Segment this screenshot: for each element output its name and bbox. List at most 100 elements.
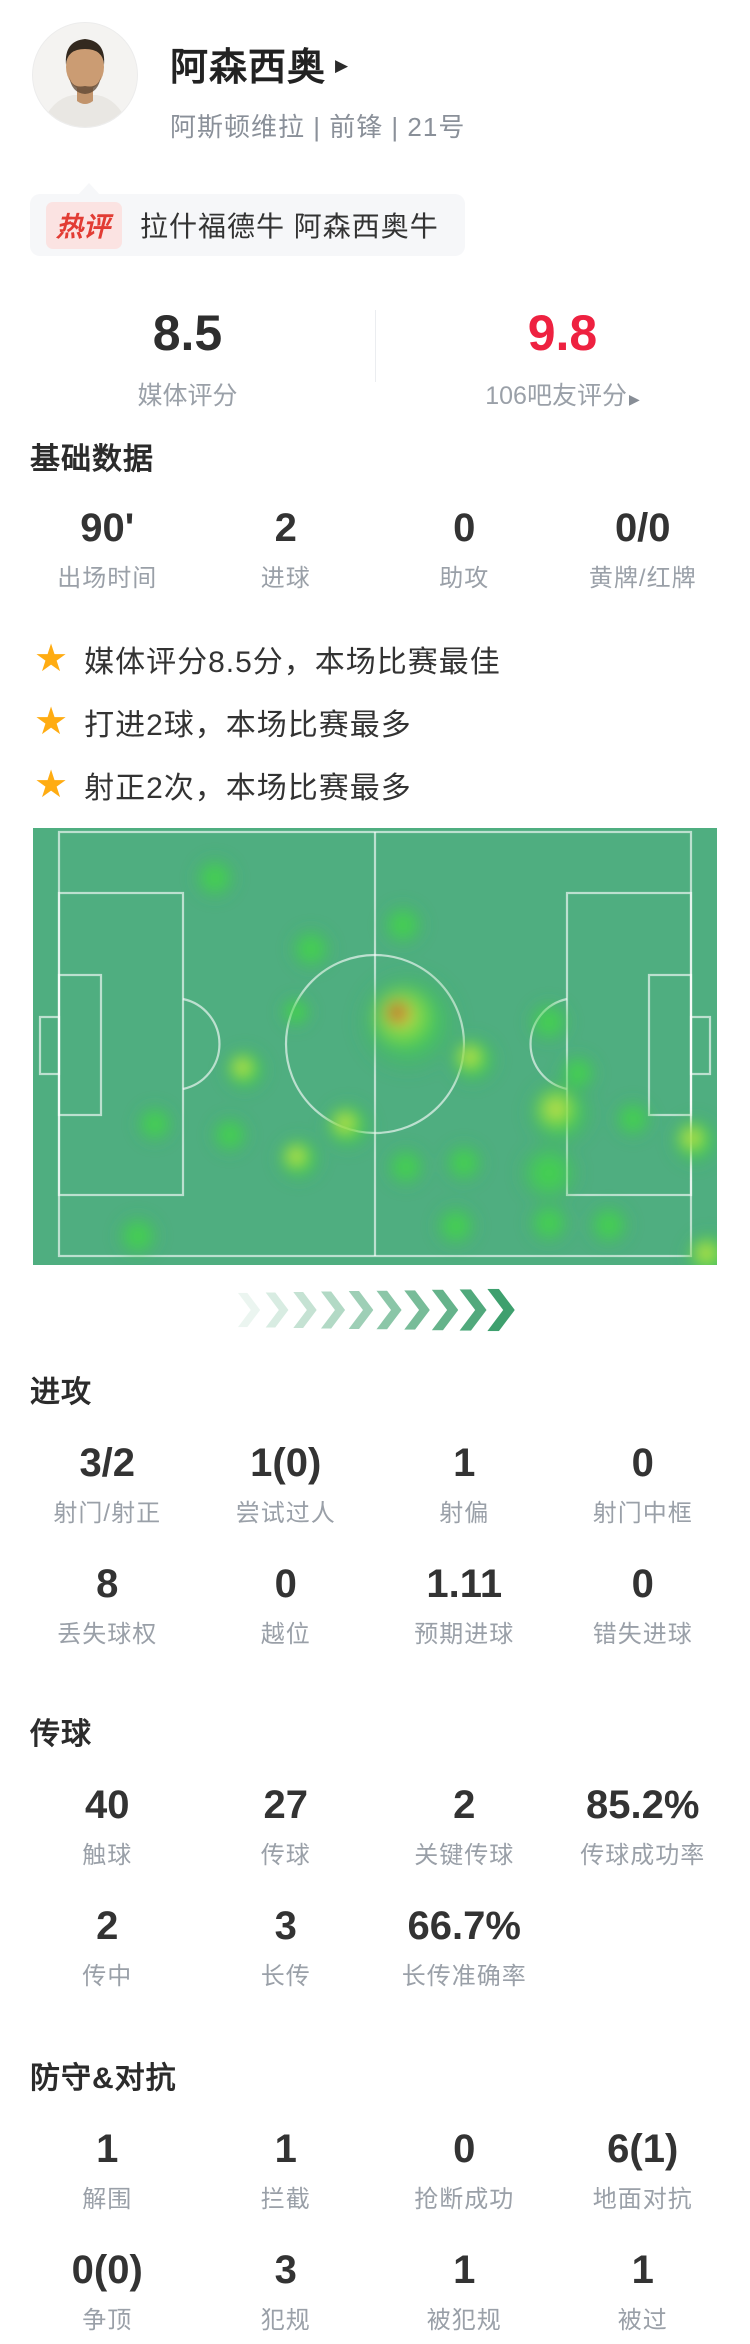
highlight-row: ★ 媒体评分8.5分，本场比赛最佳: [34, 639, 750, 679]
star-icon: ★: [34, 638, 69, 680]
header: 阿森西奥 ▶ 阿斯顿维拉 | 前锋 | 21号: [0, 0, 750, 144]
hot-comment-banner[interactable]: 热评 拉什福德牛 阿森西奥牛: [30, 183, 465, 256]
media-rating-value: 8.5: [152, 305, 223, 361]
chevron-right-icon: [404, 1290, 430, 1330]
stat-label: 黄牌/红牌: [588, 565, 697, 592]
chevron-right-icon: [376, 1290, 402, 1330]
fans-rating[interactable]: 9.8 106吧友评分 ▶: [375, 308, 750, 412]
stat-clearances: 1 解围: [18, 2127, 197, 2214]
stat-label: 被犯规: [426, 2307, 502, 2334]
stat-minutes: 90' 出场时间: [18, 506, 197, 593]
stat-label: 预期进球: [414, 1621, 515, 1648]
stat-assists: 0 助攻: [375, 506, 554, 593]
stat-value: 1: [96, 2127, 119, 2171]
stat-fouls: 3 犯规: [197, 2248, 376, 2335]
chevron-right-icon: ▶: [628, 391, 640, 407]
basic-stats-grid: 90' 出场时间 2 进球 0 助攻 0/0 黄牌/红牌: [0, 506, 750, 593]
stat-value: 1: [453, 2248, 476, 2292]
stat-value: 0: [453, 2127, 476, 2171]
stat-possession-lost: 8 丢失球权: [18, 1562, 197, 1649]
stat-label: 争顶: [82, 2307, 133, 2334]
stat-value: 40: [85, 1783, 130, 1827]
stat-cards: 0/0 黄牌/红牌: [554, 506, 733, 593]
chevron-right-icon: [348, 1291, 374, 1329]
chevron-separator: [0, 1287, 750, 1333]
highlight-text: 射正2次，本场比赛最多: [84, 772, 412, 805]
stat-label: 传球成功率: [580, 1842, 706, 1869]
stat-value: 66.7%: [407, 1904, 521, 1948]
football-pitch: [38, 830, 717, 1265]
stat-label: 触球: [82, 1842, 133, 1869]
ratings-row: 8.5 媒体评分 9.8 106吧友评分 ▶: [0, 308, 750, 412]
hot-badge: 热评: [46, 201, 122, 249]
stat-label: 解围: [82, 2186, 133, 2213]
player-name-link[interactable]: 阿森西奥 ▶: [170, 36, 465, 91]
player-avatar[interactable]: [32, 22, 138, 128]
stat-tackles-won: 0 抢断成功: [375, 2127, 554, 2214]
section-title-defense: 防守&对抗: [30, 2062, 177, 2095]
stat-interceptions: 1 拦截: [197, 2127, 376, 2214]
stat-value: 6(1): [607, 2127, 679, 2171]
highlight-text: 媒体评分8.5分，本场比赛最佳: [84, 646, 501, 679]
stat-label: 进球: [260, 565, 311, 592]
stat-dribbles: 1(0) 尝试过人: [197, 1441, 376, 1528]
stat-label: 射门中框: [592, 1500, 693, 1527]
stat-value: 8: [96, 1562, 119, 1606]
chevron-right-icon: [320, 1291, 346, 1329]
stat-value: 0/0: [614, 506, 671, 550]
stat-woodwork: 0 射门中框: [554, 1441, 733, 1528]
chevron-right-icon: [459, 1289, 487, 1331]
stat-value: 0: [453, 506, 476, 550]
attack-stats-grid: 3/2 射门/射正 1(0) 尝试过人 1 射偏 0 射门中框 8 丢失球权 0 越位 1.…: [0, 1441, 750, 1649]
player-meta: 阿斯顿维拉 | 前锋 | 21号: [170, 112, 466, 142]
stat-label: 丢失球权: [57, 1621, 158, 1648]
chevron-right-icon: ▶: [335, 55, 349, 75]
stat-label: 射偏: [439, 1500, 490, 1527]
stat-label: 犯规: [260, 2307, 311, 2334]
stat-value: 2: [453, 1783, 476, 1827]
media-rating-label: 媒体评分: [137, 382, 238, 410]
stat-goals: 2 进球: [197, 506, 376, 593]
stat-shots-off: 1 射偏: [375, 1441, 554, 1528]
player-name: 阿森西奥: [170, 47, 327, 89]
section-title-passing: 传球: [30, 1718, 92, 1751]
stat-xg: 1.11 预期进球: [375, 1562, 554, 1649]
stat-value: 0: [631, 1562, 654, 1606]
stat-touches: 40 触球: [18, 1783, 197, 1870]
star-icon: ★: [34, 764, 69, 806]
stat-value: 90': [80, 506, 135, 550]
chevron-right-icon: [265, 1292, 289, 1328]
stat-shots: 3/2 射门/射正: [18, 1441, 197, 1528]
stat-was-fouled: 1 被犯规: [375, 2248, 554, 2335]
hot-comment-text: 拉什福德牛 阿森西奥牛: [140, 211, 439, 242]
stat-value: 1: [453, 1441, 476, 1485]
passing-stats-grid: 40 触球 27 传球 2 关键传球 85.2% 传球成功率 2 传中 3 长传 66.7%…: [0, 1783, 750, 1991]
stat-value: 85.2%: [586, 1783, 700, 1827]
stat-label: 传中: [82, 1963, 133, 1990]
fans-rating-label-text: 106吧友评分: [485, 382, 627, 410]
divider: [375, 310, 376, 382]
stat-value: 0(0): [71, 2248, 143, 2292]
section-title-basic: 基础数据: [30, 443, 154, 476]
stat-empty: [554, 1904, 733, 1991]
stat-big-chances-missed: 0 错失进球: [554, 1562, 733, 1649]
stat-label: 射门/射正: [53, 1500, 162, 1527]
stat-label: 关键传球: [414, 1842, 515, 1869]
stat-long-balls: 3 长传: [197, 1904, 376, 1991]
fans-rating-value: 9.8: [527, 305, 598, 361]
stat-value: 2: [96, 1904, 119, 1948]
stat-label: 错失进球: [592, 1621, 693, 1648]
stat-value: 1: [631, 2248, 654, 2292]
chevron-right-icon: [293, 1292, 317, 1328]
stat-value: 1: [274, 2127, 297, 2171]
stat-value: 0: [631, 1441, 654, 1485]
stat-key-passes: 2 关键传球: [375, 1783, 554, 1870]
stat-value: 1.11: [426, 1562, 503, 1606]
media-rating: 8.5 媒体评分: [0, 308, 375, 412]
stat-label: 越位: [260, 1621, 311, 1648]
stat-crosses: 2 传中: [18, 1904, 197, 1991]
stat-pass-accuracy: 85.2% 传球成功率: [554, 1783, 733, 1870]
highlight-text: 打进2球，本场比赛最多: [84, 709, 412, 742]
chevron-right-icon: [431, 1289, 459, 1331]
